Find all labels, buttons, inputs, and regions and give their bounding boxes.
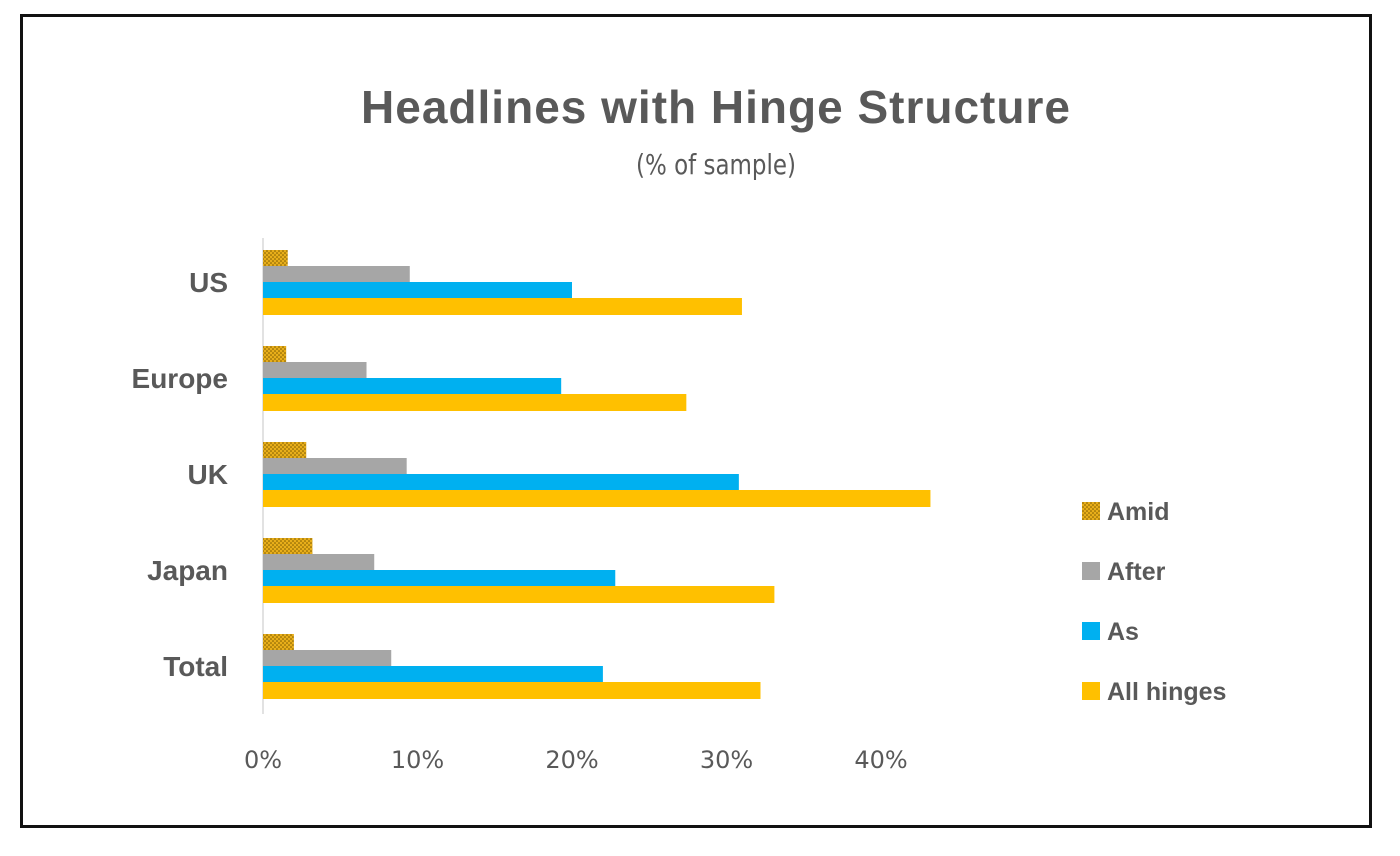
bar-europe-as — [263, 378, 562, 395]
bar-total-as — [263, 666, 603, 683]
category-label-japan: Japan — [147, 555, 228, 586]
legend-label-as: As — [1107, 618, 1139, 646]
bar-total-after — [263, 650, 392, 667]
category-labels: US Europe UK Japan Total — [132, 267, 228, 682]
legend-swatch-after — [1082, 562, 1100, 580]
bar-us-as — [263, 282, 572, 299]
bar-japan-after — [263, 554, 375, 571]
bar-uk-as — [263, 474, 739, 491]
bar-europe-amid — [263, 346, 287, 363]
bar-us-after — [263, 266, 410, 283]
x-tick-label-30: 30% — [700, 746, 753, 774]
legend-swatch-all-hinges — [1082, 682, 1100, 700]
bar-uk-all-hinges — [263, 490, 931, 507]
x-tick-labels: 0% 10% 20% 30% 40% — [244, 746, 908, 774]
legend-swatch-amid — [1082, 502, 1100, 520]
legend-label-amid: Amid — [1107, 498, 1170, 526]
bar-us-all-hinges — [263, 298, 742, 315]
bar-europe-all-hinges — [263, 394, 687, 411]
legend-label-all-hinges: All hinges — [1107, 678, 1226, 706]
chart-subtitle: (% of sample) — [636, 148, 796, 181]
bar-japan-amid — [263, 538, 313, 555]
bar-uk-amid — [263, 442, 307, 459]
category-label-europe: Europe — [132, 363, 228, 394]
x-tick-label-10: 10% — [391, 746, 444, 774]
category-label-total: Total — [163, 651, 228, 682]
chart-title: Headlines with Hinge Structure — [361, 81, 1071, 133]
bars-group — [263, 250, 931, 699]
legend-swatch-as — [1082, 622, 1100, 640]
bar-us-amid — [263, 250, 288, 267]
bar-total-amid — [263, 634, 294, 651]
bar-japan-all-hinges — [263, 586, 775, 603]
category-label-uk: UK — [188, 459, 228, 490]
x-tick-label-20: 20% — [545, 746, 598, 774]
bar-total-all-hinges — [263, 682, 761, 699]
bar-japan-as — [263, 570, 616, 587]
bar-europe-after — [263, 362, 367, 379]
x-tick-label-0: 0% — [244, 746, 282, 774]
bar-uk-after — [263, 458, 407, 475]
legend: Amid After As All hinges — [1082, 498, 1226, 706]
x-tick-label-40: 40% — [854, 746, 907, 774]
legend-label-after: After — [1107, 558, 1166, 586]
category-label-us: US — [189, 267, 228, 298]
